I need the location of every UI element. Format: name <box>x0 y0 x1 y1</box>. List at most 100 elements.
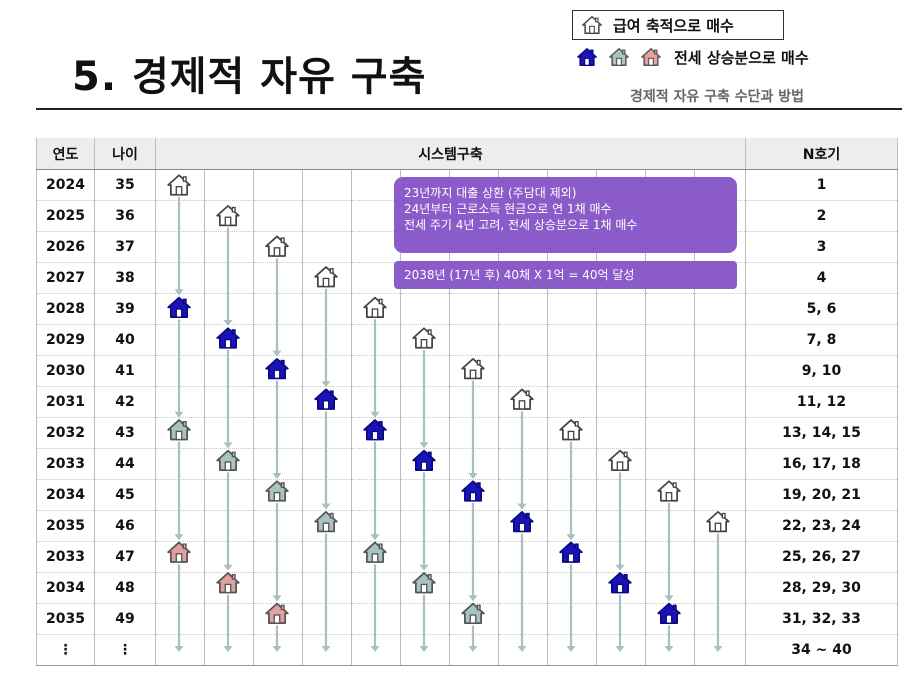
system-cell <box>204 355 254 387</box>
system-cell <box>694 355 746 387</box>
system-cell <box>449 510 499 542</box>
system-cell <box>694 324 746 356</box>
table-row: 2033 44 16, 17, 18 <box>36 448 898 480</box>
system-cell <box>498 603 548 635</box>
year-cell: 2034 <box>36 479 95 511</box>
system-cell <box>253 355 303 387</box>
system-cell <box>302 262 352 294</box>
age-cell: 40 <box>94 324 156 356</box>
system-cell <box>645 355 695 387</box>
system-cell <box>547 603 597 635</box>
system-cell <box>449 572 499 604</box>
system-cell <box>596 448 646 480</box>
n-cell: 31, 32, 33 <box>745 603 898 635</box>
legend-salary-label: 급여 축적으로 매수 <box>613 16 734 35</box>
year-cell: 2034 <box>36 572 95 604</box>
system-cell <box>351 262 401 294</box>
system-cell <box>400 572 450 604</box>
system-cell <box>694 603 746 635</box>
system-cell <box>351 634 401 666</box>
system-cell <box>645 417 695 449</box>
system-cell <box>204 510 254 542</box>
system-cell <box>302 231 352 263</box>
system-cell <box>351 417 401 449</box>
system-cell <box>400 634 450 666</box>
system-cell <box>302 541 352 573</box>
system-cell <box>694 293 746 325</box>
age-cell: 36 <box>94 200 156 232</box>
header-age: 나이 <box>94 138 156 170</box>
system-cell <box>645 448 695 480</box>
age-cell: 37 <box>94 231 156 263</box>
system-cell <box>498 572 548 604</box>
system-cell <box>498 355 548 387</box>
table-row: 2035 46 22, 23, 24 <box>36 510 898 542</box>
system-cell <box>155 479 205 511</box>
n-cell: 3 <box>745 231 898 263</box>
system-cell <box>155 541 205 573</box>
system-cell <box>204 541 254 573</box>
system-cell <box>498 417 548 449</box>
table-row: 2034 48 28, 29, 30 <box>36 572 898 604</box>
system-cell <box>449 324 499 356</box>
system-cell <box>253 448 303 480</box>
system-cell <box>351 386 401 418</box>
system-cell <box>302 355 352 387</box>
year-cell: 2029 <box>36 324 95 356</box>
system-cell <box>645 572 695 604</box>
system-cell <box>155 293 205 325</box>
system-cell <box>449 634 499 666</box>
system-cell <box>204 200 254 232</box>
system-cell <box>253 417 303 449</box>
house-gray-icon <box>608 46 630 68</box>
system-cell <box>400 355 450 387</box>
system-cell <box>204 417 254 449</box>
n-cell: 9, 10 <box>745 355 898 387</box>
system-cell <box>204 479 254 511</box>
year-cell: 2035 <box>36 603 95 635</box>
table-row: ⋮ ⋮ 34 ~ 40 <box>36 634 898 666</box>
system-cell <box>253 200 303 232</box>
system-cell <box>155 417 205 449</box>
system-cell <box>400 479 450 511</box>
system-cell <box>155 169 205 201</box>
system-cell <box>155 262 205 294</box>
system-cell <box>645 293 695 325</box>
system-cell <box>596 386 646 418</box>
table-row: 2034 45 19, 20, 21 <box>36 479 898 511</box>
system-cell <box>253 386 303 418</box>
system-cell <box>351 200 401 232</box>
system-cell <box>400 510 450 542</box>
system-cell <box>498 479 548 511</box>
system-cell <box>302 417 352 449</box>
system-cell <box>302 324 352 356</box>
table-row: 2030 41 9, 10 <box>36 355 898 387</box>
system-cell <box>253 572 303 604</box>
system-cell <box>155 231 205 263</box>
system-cell <box>253 293 303 325</box>
age-cell: 43 <box>94 417 156 449</box>
system-cell <box>645 324 695 356</box>
table-row: 2029 40 7, 8 <box>36 324 898 356</box>
system-cell <box>155 200 205 232</box>
system-cell <box>400 293 450 325</box>
system-cell <box>400 448 450 480</box>
system-cell <box>204 169 254 201</box>
system-cell <box>155 324 205 356</box>
age-cell: 46 <box>94 510 156 542</box>
system-cell <box>302 634 352 666</box>
system-cell <box>400 386 450 418</box>
n-cell: 5, 6 <box>745 293 898 325</box>
header-system: 시스템구축 <box>155 138 746 170</box>
house-outline-icon <box>581 14 603 36</box>
age-cell: 44 <box>94 448 156 480</box>
n-cell: 16, 17, 18 <box>745 448 898 480</box>
system-cell <box>253 231 303 263</box>
system-cell <box>596 417 646 449</box>
system-cell <box>596 293 646 325</box>
system-cell <box>596 355 646 387</box>
system-cell <box>155 448 205 480</box>
year-cell: 2033 <box>36 448 95 480</box>
system-cell <box>547 355 597 387</box>
system-cell <box>694 572 746 604</box>
